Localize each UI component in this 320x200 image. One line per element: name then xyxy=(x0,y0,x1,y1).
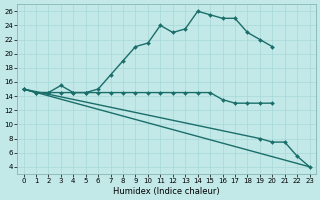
X-axis label: Humidex (Indice chaleur): Humidex (Indice chaleur) xyxy=(113,187,220,196)
